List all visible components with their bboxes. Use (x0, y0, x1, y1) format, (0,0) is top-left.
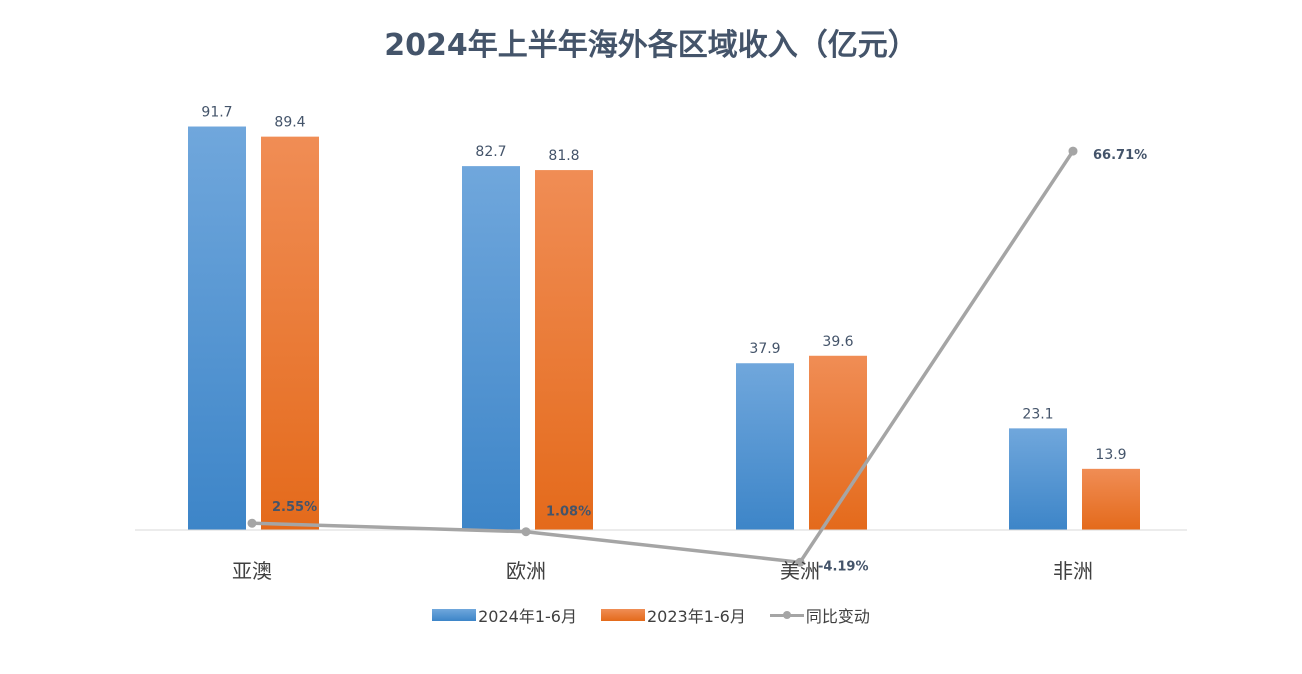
yoy-line (251, 150, 1075, 565)
bar-2024-3[interactable] (736, 363, 794, 530)
bar-2023-2[interactable] (535, 170, 593, 530)
yoy-value-label-3: -4.19% (818, 559, 869, 574)
yoy-point-2[interactable] (521, 527, 531, 537)
category-label-4: 非洲 (1053, 559, 1093, 583)
bar-value-label-2023-1: 89.4 (274, 115, 305, 131)
bar-value-label-2023-3: 39.6 (822, 334, 853, 350)
bar-value-label-2024-1: 91.7 (201, 105, 232, 121)
category-label-3: 美洲 (780, 559, 820, 583)
bar-2024-1[interactable] (188, 126, 246, 531)
bar-value-label-2024-4: 23.1 (1022, 406, 1053, 422)
bar-2023-1[interactable] (261, 136, 319, 530)
yoy-point-1[interactable] (247, 518, 257, 528)
bar-value-label-2023-2: 81.8 (548, 148, 579, 164)
bar-value-label-2023-4: 13.9 (1095, 447, 1126, 463)
chart-title: 2024年上半年海外各区域收入（亿元） (384, 28, 918, 63)
legend-label-2023: 2023年1-6月 (646, 607, 746, 626)
legend-item-2024[interactable]: 2024年1-6月 (432, 603, 577, 627)
legend: 2024年1-6月 2023年1-6月 同比变动 (0, 603, 1302, 627)
bar-2024-2[interactable] (462, 166, 520, 530)
bar-2023-3[interactable] (809, 355, 867, 530)
legend-item-yoy[interactable]: 同比变动 (769, 603, 870, 627)
bar-value-label-2024-2: 82.7 (475, 144, 506, 160)
legend-swatch-yoy (769, 609, 804, 621)
legend-swatch-2023 (600, 609, 645, 621)
yoy-point-3[interactable] (795, 557, 805, 567)
yoy-value-label-1: 2.55% (272, 500, 317, 515)
yoy-value-label-4: 66.71% (1093, 148, 1147, 163)
legend-swatch-2024 (432, 609, 477, 621)
yoy-value-label-2: 1.08% (546, 505, 591, 520)
bar-value-label-2024-3: 37.9 (749, 341, 780, 357)
bar-2024-4[interactable] (1009, 428, 1067, 530)
legend-label-2024: 2024年1-6月 (478, 607, 577, 626)
bar-2023-4[interactable] (1082, 468, 1140, 530)
legend-label-yoy: 同比变动 (805, 607, 870, 626)
legend-item-2023[interactable]: 2023年1-6月 (600, 603, 746, 627)
yoy-point-4[interactable] (1068, 146, 1078, 156)
category-label-2: 欧洲 (506, 559, 546, 583)
category-label-1: 亚澳 (232, 559, 272, 583)
